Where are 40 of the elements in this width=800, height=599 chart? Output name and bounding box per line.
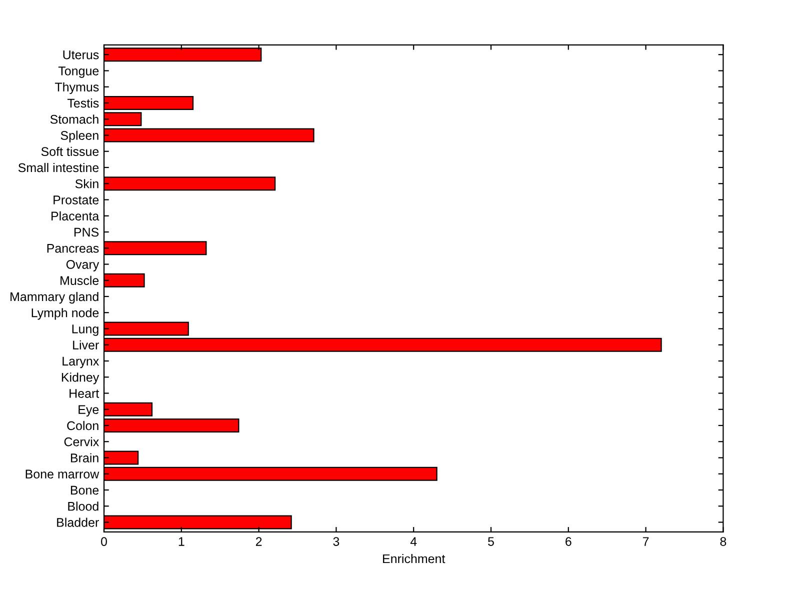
- y-tick-label: Stomach: [50, 114, 98, 124]
- y-tick-label: Colon: [67, 420, 98, 430]
- x-tick-label: 6: [566, 537, 572, 546]
- x-tick-label: 4: [410, 537, 417, 546]
- y-tick-label: Tongue: [58, 66, 99, 78]
- y-tick-label: Liver: [73, 340, 99, 350]
- x-tick-label: 3: [333, 537, 340, 546]
- x-tick-label: 0: [101, 537, 107, 546]
- y-tick-label: Thymus: [54, 82, 99, 94]
- y-tick-label: Blood: [68, 502, 98, 511]
- y-tick-label: Spleen: [60, 130, 98, 142]
- y-tick-label: Bone: [70, 486, 99, 495]
- x-tick-label: 2: [256, 537, 262, 546]
- x-tick-label: 1: [178, 537, 184, 546]
- y-tick-label: Eye: [78, 405, 99, 416]
- y-tick-label: Ovary: [66, 260, 100, 272]
- y-tick-label: Uterus: [63, 50, 99, 60]
- y-tick-label: Cervix: [64, 437, 100, 446]
- y-tick-label: Soft tissue: [41, 146, 99, 156]
- y-tick-label: Prostate: [54, 196, 99, 204]
- x-tick-label: 5: [488, 537, 494, 546]
- y-tick-label: Pancreas: [47, 244, 99, 253]
- y-tick-label: Bladder: [57, 518, 99, 527]
- x-tick-label: 7: [642, 537, 649, 546]
- y-tick-label: Lymph node: [32, 308, 99, 320]
- y-tick-label: Muscle: [60, 276, 99, 286]
- y-tick-label: Brain: [70, 453, 98, 462]
- y-tick-label: Kidney: [62, 372, 100, 384]
- y-tick-label: Mammary gland: [10, 292, 98, 304]
- y-tick-label: Small intestine: [18, 162, 99, 172]
- y-tick-label: Bone marrow: [26, 470, 100, 479]
- y-tick-label: Larynx: [62, 356, 100, 368]
- x-axis-title: Enrichment: [383, 554, 446, 564]
- y-tick-label: Lung: [72, 324, 98, 336]
- y-tick-label: Testis: [67, 98, 99, 108]
- x-tick-label: 8: [720, 537, 726, 546]
- y-tick-label: PNS: [74, 228, 99, 237]
- y-tick-label: Heart: [70, 389, 100, 398]
- y-tick-label: Skin: [75, 179, 98, 188]
- y-tick-label: Placenta: [52, 211, 100, 221]
